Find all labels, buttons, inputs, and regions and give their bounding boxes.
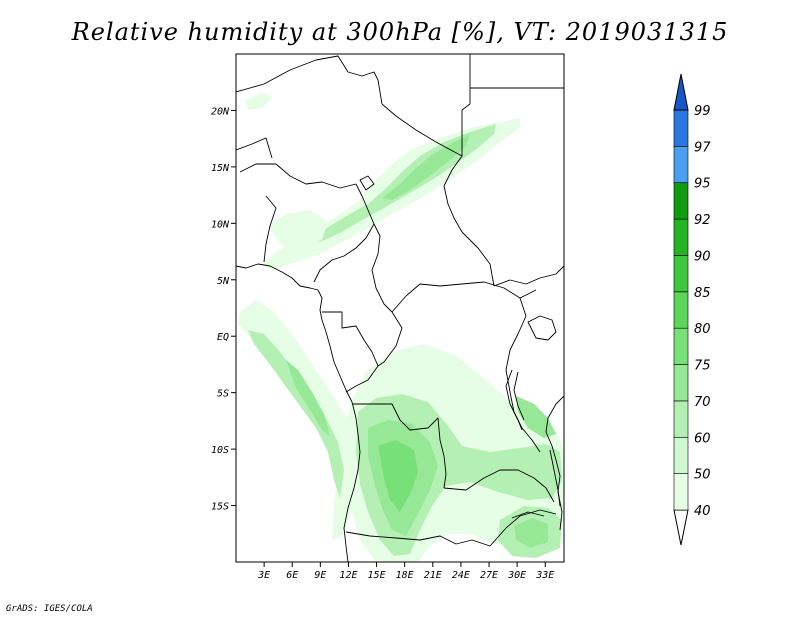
- humidity-band-coast-mid: [248, 330, 344, 498]
- border-cameroon-car: [371, 223, 393, 313]
- border-drc-angola: [352, 403, 447, 489]
- border-inner-west: [263, 195, 277, 263]
- border-chad-libya: [381, 54, 471, 157]
- map-plot-area: 20N 15N 10N 5N EQ 5S 10S 15S 3E 6E 9E 12E 15E 18E 21E 2…: [211, 53, 565, 581]
- humidity-band-coast-inner: [286, 360, 330, 436]
- border-zimbabwe: [489, 509, 557, 547]
- colorbar-label: 90: [694, 249, 711, 264]
- lat-label: 15N: [211, 163, 230, 174]
- country-borders: [236, 54, 564, 562]
- humidity-patch-north: [246, 92, 272, 110]
- border-gabon-congo: [322, 311, 379, 393]
- lat-label: 20N: [211, 106, 230, 117]
- colorbar-label: 50: [694, 468, 711, 483]
- border-east-coast: [545, 395, 564, 531]
- grads-credit: GrADS: IGES/COLA: [6, 604, 93, 614]
- colorbar-arrow-bottom: [673, 509, 689, 546]
- lon-label: 27E: [480, 570, 498, 581]
- map-axes: 20N 15N 10N 5N EQ 5S 10S 15S 3E 6E 9E 12E 15E 18E 21E 2…: [211, 106, 554, 581]
- lat-label: 5S: [217, 389, 229, 400]
- colorbar-label: 40: [694, 504, 711, 519]
- lon-label: 18E: [396, 570, 414, 581]
- lake-tanganyika: [505, 369, 525, 431]
- map-frame-border: [235, 53, 565, 563]
- lat-label: 5N: [217, 276, 230, 287]
- border-drc-west: [377, 311, 403, 367]
- coastline-west-africa: [236, 263, 361, 562]
- colorbar-label: 99: [694, 104, 711, 119]
- humidity-patch-southeast-inner: [514, 518, 548, 548]
- border-south-sudan: [493, 265, 564, 287]
- lat-label: EQ: [217, 332, 229, 343]
- colorbar-label: 75: [694, 359, 711, 374]
- lon-label: 30E: [507, 570, 526, 581]
- colorbar-segment: [673, 255, 689, 293]
- colorbar-segment: [673, 182, 689, 220]
- lon-label: 6E: [286, 570, 298, 581]
- humidity-band-sahel-inner: [382, 134, 470, 200]
- lat-label: 10S: [211, 445, 229, 456]
- map-title: Relative humidity at 300hPa [%], VT: 201…: [71, 18, 729, 46]
- lake-victoria: [527, 315, 557, 341]
- border-sahara-west: [236, 137, 273, 159]
- lon-label: 15E: [368, 570, 386, 581]
- colorbar-label: 95: [694, 177, 711, 192]
- colorbar: 40 50 60 70 75 80 85 90 92 95 97 99: [673, 73, 711, 546]
- border-libya-algeria: [236, 55, 383, 105]
- colorbar-label: 70: [694, 395, 711, 410]
- humidity-patch-west-interior: [268, 210, 328, 248]
- lon-label: 3E: [257, 570, 270, 581]
- lake-malawi: [549, 449, 561, 507]
- humidity-area-south-core: [378, 440, 418, 512]
- colorbar-label: 97: [694, 140, 711, 155]
- colorbar-segment: [673, 473, 689, 511]
- colorbar-segment: [673, 436, 689, 474]
- colorbar-label: 60: [694, 431, 711, 446]
- lat-label: 15S: [211, 502, 229, 513]
- lat-label: 10N: [211, 219, 230, 230]
- border-niger-nigeria: [239, 163, 357, 189]
- lon-label: 12E: [339, 570, 357, 581]
- colorbar-segment: [673, 364, 689, 402]
- lon-label: 21E: [424, 570, 442, 581]
- colorbar-segment: [673, 109, 689, 147]
- colorbar-segment: [673, 146, 689, 184]
- colorbar-segment: [673, 400, 689, 438]
- humidity-patch-east-lakes: [516, 396, 556, 438]
- colorbar-segment: [673, 218, 689, 256]
- lon-label: 24E: [452, 570, 470, 581]
- border-nigeria-cameroon: [313, 183, 375, 283]
- lake-chad: [359, 175, 375, 191]
- colorbar-segment: [673, 327, 689, 365]
- lake-kariba: [511, 511, 545, 519]
- colorbar-label: 85: [694, 286, 711, 301]
- colorbar-label: 92: [694, 213, 711, 228]
- colorbar-arrow-top: [673, 73, 689, 111]
- border-angola-namibia: [345, 531, 491, 547]
- border-chad-sudan: [443, 155, 495, 287]
- border-car-drc: [391, 281, 537, 313]
- lon-label: 9E: [314, 570, 326, 581]
- border-zambia: [443, 469, 555, 503]
- colorbar-segment: [673, 291, 689, 329]
- colorbar-label: 80: [694, 322, 711, 337]
- lon-label: 33E: [535, 570, 554, 581]
